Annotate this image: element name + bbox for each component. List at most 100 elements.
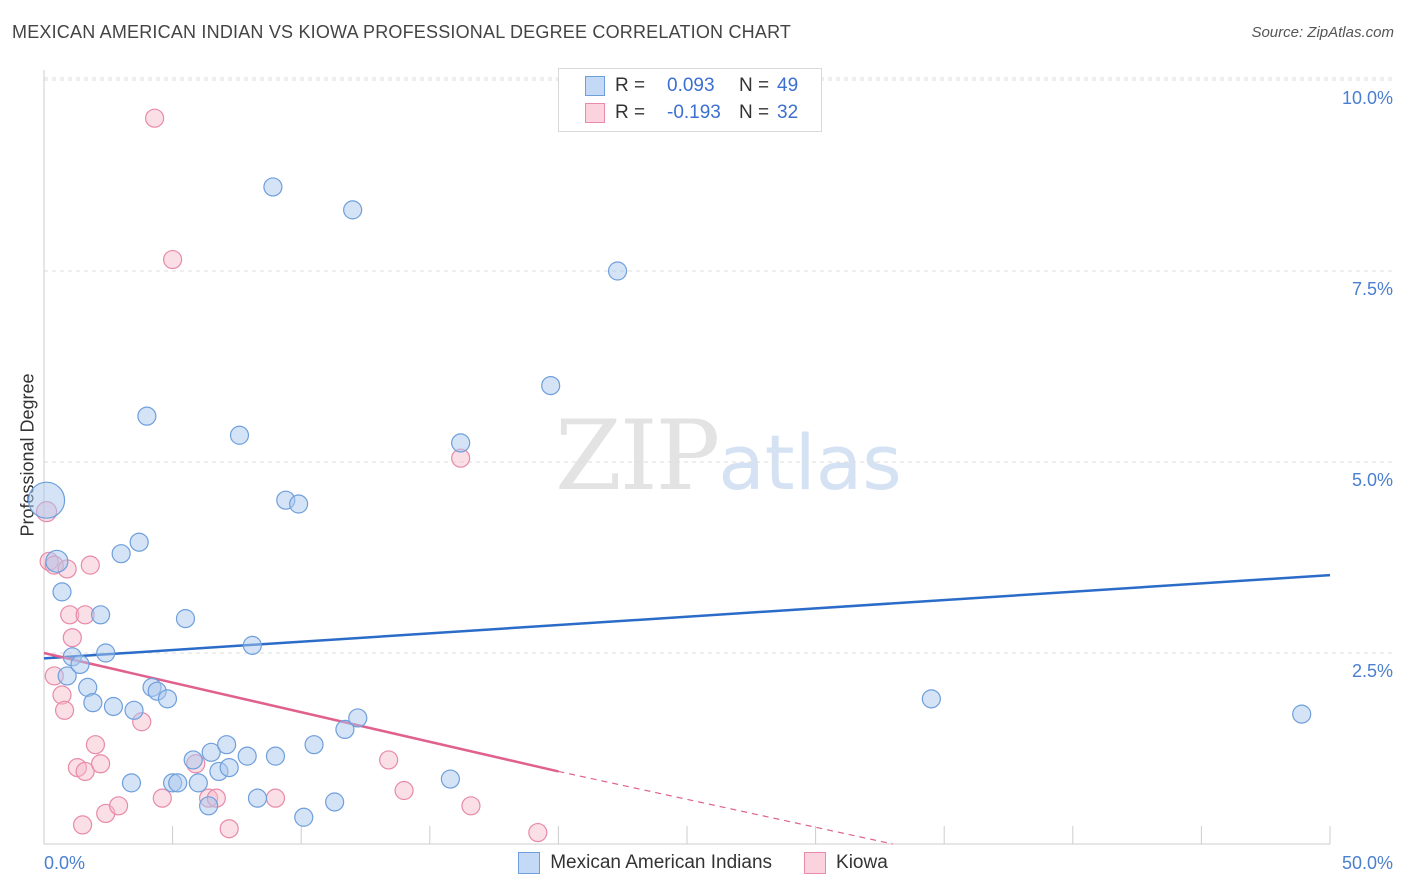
legend-row-pink: R = -0.193 N = 32	[585, 100, 798, 126]
kiowa-point	[54, 700, 75, 720]
axes	[43, 70, 1331, 845]
legend-n-label: N =	[739, 102, 770, 123]
kiowa-point	[152, 788, 172, 808]
legend-n-value: 49	[777, 75, 799, 96]
kiowa-point	[52, 685, 72, 705]
mexican-american-indians-point	[103, 696, 124, 717]
mexican-american-indians-point	[183, 750, 203, 770]
x-tick-label: 0.0%	[44, 853, 85, 873]
chart-title: MEXICAN AMERICAN INDIAN VS KIOWA PROFESS…	[12, 22, 792, 42]
mexican-american-indians-point	[265, 746, 286, 766]
mexican-american-indians-point	[304, 735, 324, 755]
kiowa-point	[461, 796, 481, 816]
source-credit: Source: ZipAtlas.com	[1251, 24, 1394, 41]
kiowa-point	[90, 754, 111, 774]
grid-lines	[44, 77, 1392, 654]
mexican-american-indians-point	[229, 425, 250, 445]
legend-swatch-pink	[585, 103, 605, 123]
mexican-american-indians-point	[83, 693, 103, 713]
mexican-american-indians-point	[541, 376, 561, 396]
mexican-american-indians-point	[289, 494, 309, 514]
legend-item-mexican-american-indians: Mexican American Indians	[518, 852, 772, 874]
y-tick-label: 7.5%	[1352, 279, 1393, 299]
kiowa-points	[35, 108, 548, 843]
kiowa-point	[85, 735, 106, 755]
legend-n-value: 32	[777, 102, 799, 123]
mexican-american-indians-point	[175, 609, 196, 629]
trend-lines	[43, 573, 1331, 845]
kiowa-point	[528, 822, 548, 843]
mexican-american-indians-point	[325, 792, 345, 812]
mexican-american-indians-point	[199, 796, 219, 816]
kiowa-point	[379, 750, 399, 770]
mexican-american-indians-point	[57, 666, 77, 686]
trend-line-mexican-american-indians	[43, 573, 1331, 660]
mexican-american-indians-point	[921, 689, 941, 709]
mexican-american-indians-point	[294, 807, 314, 827]
kiowa-point	[62, 628, 82, 648]
kiowa-point	[394, 780, 414, 801]
mexican-american-indians-point	[451, 433, 471, 453]
legend-n-label: N =	[739, 75, 770, 96]
mexican-american-indians-point	[1292, 704, 1312, 724]
kiowa-point	[219, 819, 239, 839]
mexican-american-indians-point	[90, 605, 111, 625]
mexican-american-indians-point	[343, 200, 363, 220]
legend-swatch-blue	[585, 76, 605, 96]
mexican-american-indians-point	[168, 773, 188, 793]
watermark-zip: ZIP	[555, 400, 720, 512]
mexican-american-indians-point	[96, 643, 116, 663]
mexican-american-indians-point	[440, 769, 460, 789]
kiowa-point	[265, 788, 286, 808]
legend-label: Kiowa	[836, 852, 888, 873]
mexican-american-indians-point	[201, 742, 221, 762]
mexican-american-indians-point	[348, 708, 368, 728]
kiowa-point	[72, 815, 93, 835]
mexican-american-indians-point	[137, 406, 157, 426]
kiowa-point	[75, 761, 95, 782]
kiowa-point	[60, 605, 80, 625]
legend-item-kiowa: Kiowa	[804, 852, 888, 874]
legend-r-label: R =	[615, 102, 646, 123]
kiowa-point	[144, 108, 165, 128]
trend-line-kiowa	[43, 651, 559, 773]
mexican-american-indians-point	[217, 735, 237, 755]
mexican-american-indians-point	[121, 773, 142, 793]
mexican-american-indians-point	[27, 481, 66, 519]
mexican-american-indians-point	[335, 719, 355, 740]
y-tick-label: 5.0%	[1352, 470, 1393, 490]
trend-line-kiowa-extension	[558, 770, 893, 845]
mexican-american-indians-point	[188, 773, 208, 793]
legend-swatch-blue	[518, 852, 541, 874]
legend-r-value: -0.193	[667, 102, 721, 123]
tick-labels: 2.5% 5.0% 7.5% 10.0% 0.0% 50.0%	[44, 88, 1393, 873]
kiowa-point	[163, 249, 183, 270]
mexican-american-indians-point	[45, 549, 69, 573]
mexican-american-indians-point	[263, 177, 283, 197]
correlation-legend: R = 0.093 N = 49 R = -0.193 N = 32	[558, 68, 822, 132]
mexican-american-indians-point	[129, 532, 149, 552]
y-tick-label: 2.5%	[1352, 661, 1393, 681]
kiowa-point	[80, 555, 100, 575]
mexican-american-indians-point	[157, 689, 178, 709]
legend-row-blue: R = 0.093 N = 49	[585, 73, 798, 99]
kiowa-point	[108, 796, 129, 816]
x-tick-label: 50.0%	[1342, 853, 1393, 873]
mexican-american-indians-point	[242, 635, 262, 655]
legend-swatch-pink	[804, 852, 827, 874]
mexican-american-indians-point	[219, 757, 239, 778]
mexican-american-indians-point	[52, 582, 72, 602]
legend-r-label: R =	[615, 75, 646, 96]
mexican-american-indians-point	[111, 544, 131, 564]
mexican-american-indians-point	[607, 261, 628, 281]
mexican-american-indians-point	[237, 746, 257, 766]
mexican-american-indians-point	[124, 700, 144, 720]
mexican-american-indians-points	[27, 177, 1312, 827]
y-tick-label: 10.0%	[1342, 88, 1393, 108]
mexican-american-indians-point	[247, 788, 268, 808]
legend-label: Mexican American Indians	[550, 852, 773, 873]
legend-r-value: 0.093	[667, 75, 715, 96]
series-legend: Mexican American Indians Kiowa	[0, 852, 1406, 874]
mexican-american-indians-point	[70, 654, 90, 675]
